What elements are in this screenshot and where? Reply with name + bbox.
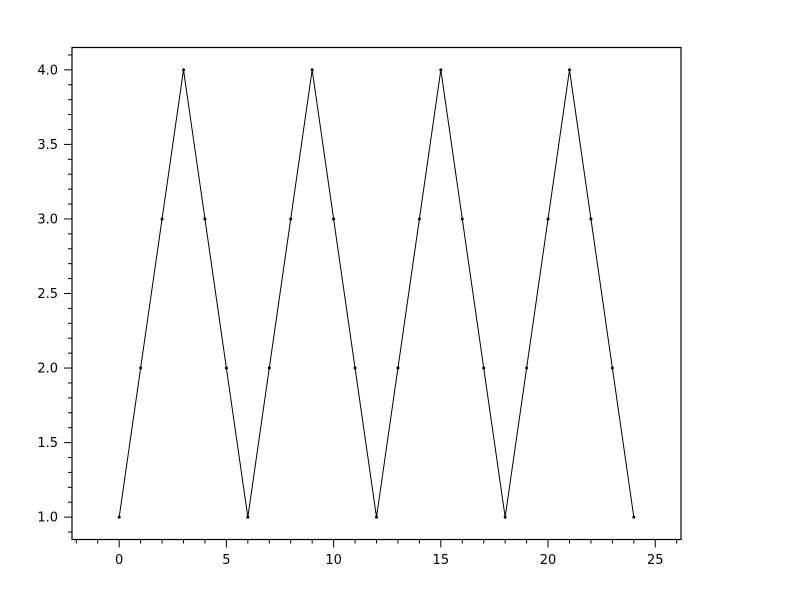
data-point-marker xyxy=(396,366,400,370)
data-point-marker xyxy=(567,68,571,72)
data-point-marker xyxy=(203,217,207,221)
data-point-marker xyxy=(525,366,529,370)
data-point-marker xyxy=(610,366,614,370)
data-point-marker xyxy=(632,515,636,519)
data-point-marker xyxy=(246,515,250,519)
data-point-marker xyxy=(417,217,421,221)
y-axis-tick-label: 3.0 xyxy=(37,212,58,227)
data-point-marker xyxy=(353,366,357,370)
x-axis-tick-label: 15 xyxy=(433,553,450,568)
data-point-marker xyxy=(267,366,271,370)
y-axis-tick-label: 1.0 xyxy=(37,511,58,526)
plot-frame xyxy=(71,46,682,541)
data-point-marker xyxy=(182,68,186,72)
y-axis-tick-label: 1.5 xyxy=(37,436,58,451)
data-point-marker xyxy=(310,68,314,72)
data-point-marker xyxy=(139,366,143,370)
x-axis-tick-label: 20 xyxy=(540,553,557,568)
data-point-marker xyxy=(289,217,293,221)
data-point-marker xyxy=(160,217,164,221)
x-axis-tick-label: 25 xyxy=(647,553,664,568)
data-point-marker xyxy=(224,366,228,370)
data-point-marker xyxy=(332,217,336,221)
data-point-marker xyxy=(589,217,593,221)
y-axis-tick-label: 2.0 xyxy=(37,362,58,377)
x-axis-tick-label: 10 xyxy=(325,553,342,568)
y-axis-tick-label: 4.0 xyxy=(37,63,58,78)
data-point-marker xyxy=(503,515,507,519)
data-point-marker xyxy=(439,68,443,72)
y-axis-tick-label: 2.5 xyxy=(37,287,58,302)
x-axis-tick-label: 0 xyxy=(115,553,123,568)
data-point-marker xyxy=(117,515,121,519)
data-point-marker xyxy=(482,366,486,370)
data-point-marker xyxy=(460,217,464,221)
plot-area xyxy=(72,47,681,540)
data-point-marker xyxy=(375,515,378,519)
y-axis-tick-label: 3.5 xyxy=(37,138,58,153)
data-point-marker xyxy=(546,217,550,221)
x-axis-tick-label: 5 xyxy=(222,553,230,568)
